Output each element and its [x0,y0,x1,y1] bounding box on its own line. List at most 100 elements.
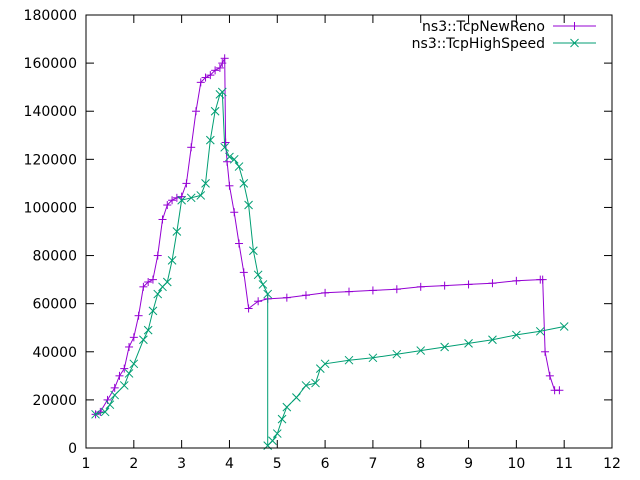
data-point [196,191,206,200]
data-point [416,282,425,291]
data-point [368,353,378,363]
data-point [229,154,239,164]
data-point [282,402,292,412]
data-point [239,179,249,188]
data-point [555,386,564,395]
x-tick-label: 9 [464,456,473,472]
data-point [110,390,120,400]
data-point [320,359,330,369]
data-point [120,364,129,373]
data-point [220,142,230,152]
plot-frame [85,14,613,449]
series-line [95,90,565,447]
data-point [182,179,191,188]
data-point [249,246,258,256]
data-point [221,138,230,147]
series-layer [91,54,569,450]
data-point [124,369,134,378]
data-point [91,409,100,419]
x-tick-label: 8 [416,456,425,472]
data-point [148,306,158,316]
data-point [100,407,110,417]
x-tick-label: 11 [555,456,573,472]
data-point [321,288,330,297]
data-point [368,286,377,295]
x-axis-ticks: 1 2 3 4 5 6 7 8 9 10 11 12 [82,15,621,472]
data-point [488,335,497,345]
data-point [153,251,162,260]
data-point [392,349,402,359]
data-point [392,285,401,294]
data-point [177,192,186,201]
data-point [220,54,229,63]
data-point [263,289,273,299]
y-tick-label: 180000 [24,8,77,24]
data-point [163,201,172,210]
data-point [105,400,115,410]
x-tick-label: 7 [368,456,377,472]
data-point [239,268,248,277]
x-tick-label: 10 [507,456,525,472]
data-point [172,227,182,236]
data-point [201,73,210,82]
data-point [119,381,129,390]
data-point [187,143,196,152]
data-point [144,278,153,287]
data-point [217,87,227,97]
data-point [110,383,119,392]
data-point [134,311,143,320]
x-tick-label: 12 [603,456,621,472]
data-point [416,346,426,355]
data-point [545,371,554,380]
data-point [440,342,449,352]
data-point [512,330,521,340]
y-tick-label: 100000 [24,200,77,216]
data-point [464,339,473,348]
data-point [559,322,569,331]
y-tick-label: 20000 [32,393,77,409]
data-point [115,371,124,380]
data-point [230,208,239,217]
y-axis-ticks: 0 20000 40000 60000 80000 100000 120000 140000 1… [24,8,612,457]
data-point [139,335,148,345]
data-point [125,342,134,351]
data-point [210,106,220,116]
data-point [158,215,167,224]
data-point [201,179,210,188]
data-point [153,289,163,299]
series-2 [91,87,569,450]
x-tick-label: 1 [82,456,91,472]
data-point [234,162,244,171]
legend-marker [570,38,579,48]
data-point [244,200,253,210]
data-point [344,355,354,365]
data-point [218,59,227,68]
x-tick-label: 4 [225,456,234,472]
data-point [541,347,550,356]
data-point [272,429,282,438]
data-point [440,281,449,290]
legend-marker [570,22,579,30]
data-point [292,393,301,402]
data-point [301,291,310,300]
data-point [211,66,220,75]
x-tick-label: 6 [321,456,330,472]
data-point [206,71,215,80]
data-point [512,276,521,285]
data-point [162,277,172,287]
data-point [129,359,139,369]
y-tick-label: 140000 [24,104,77,120]
data-point [205,135,215,145]
y-tick-label: 40000 [32,345,77,361]
data-point [464,280,473,289]
data-point [268,436,277,446]
data-point [129,333,138,342]
data-point [538,275,547,284]
data-point [258,280,268,289]
data-point [225,152,234,162]
data-point [148,275,157,284]
x-tick-label: 5 [273,456,282,472]
data-point [488,279,497,288]
